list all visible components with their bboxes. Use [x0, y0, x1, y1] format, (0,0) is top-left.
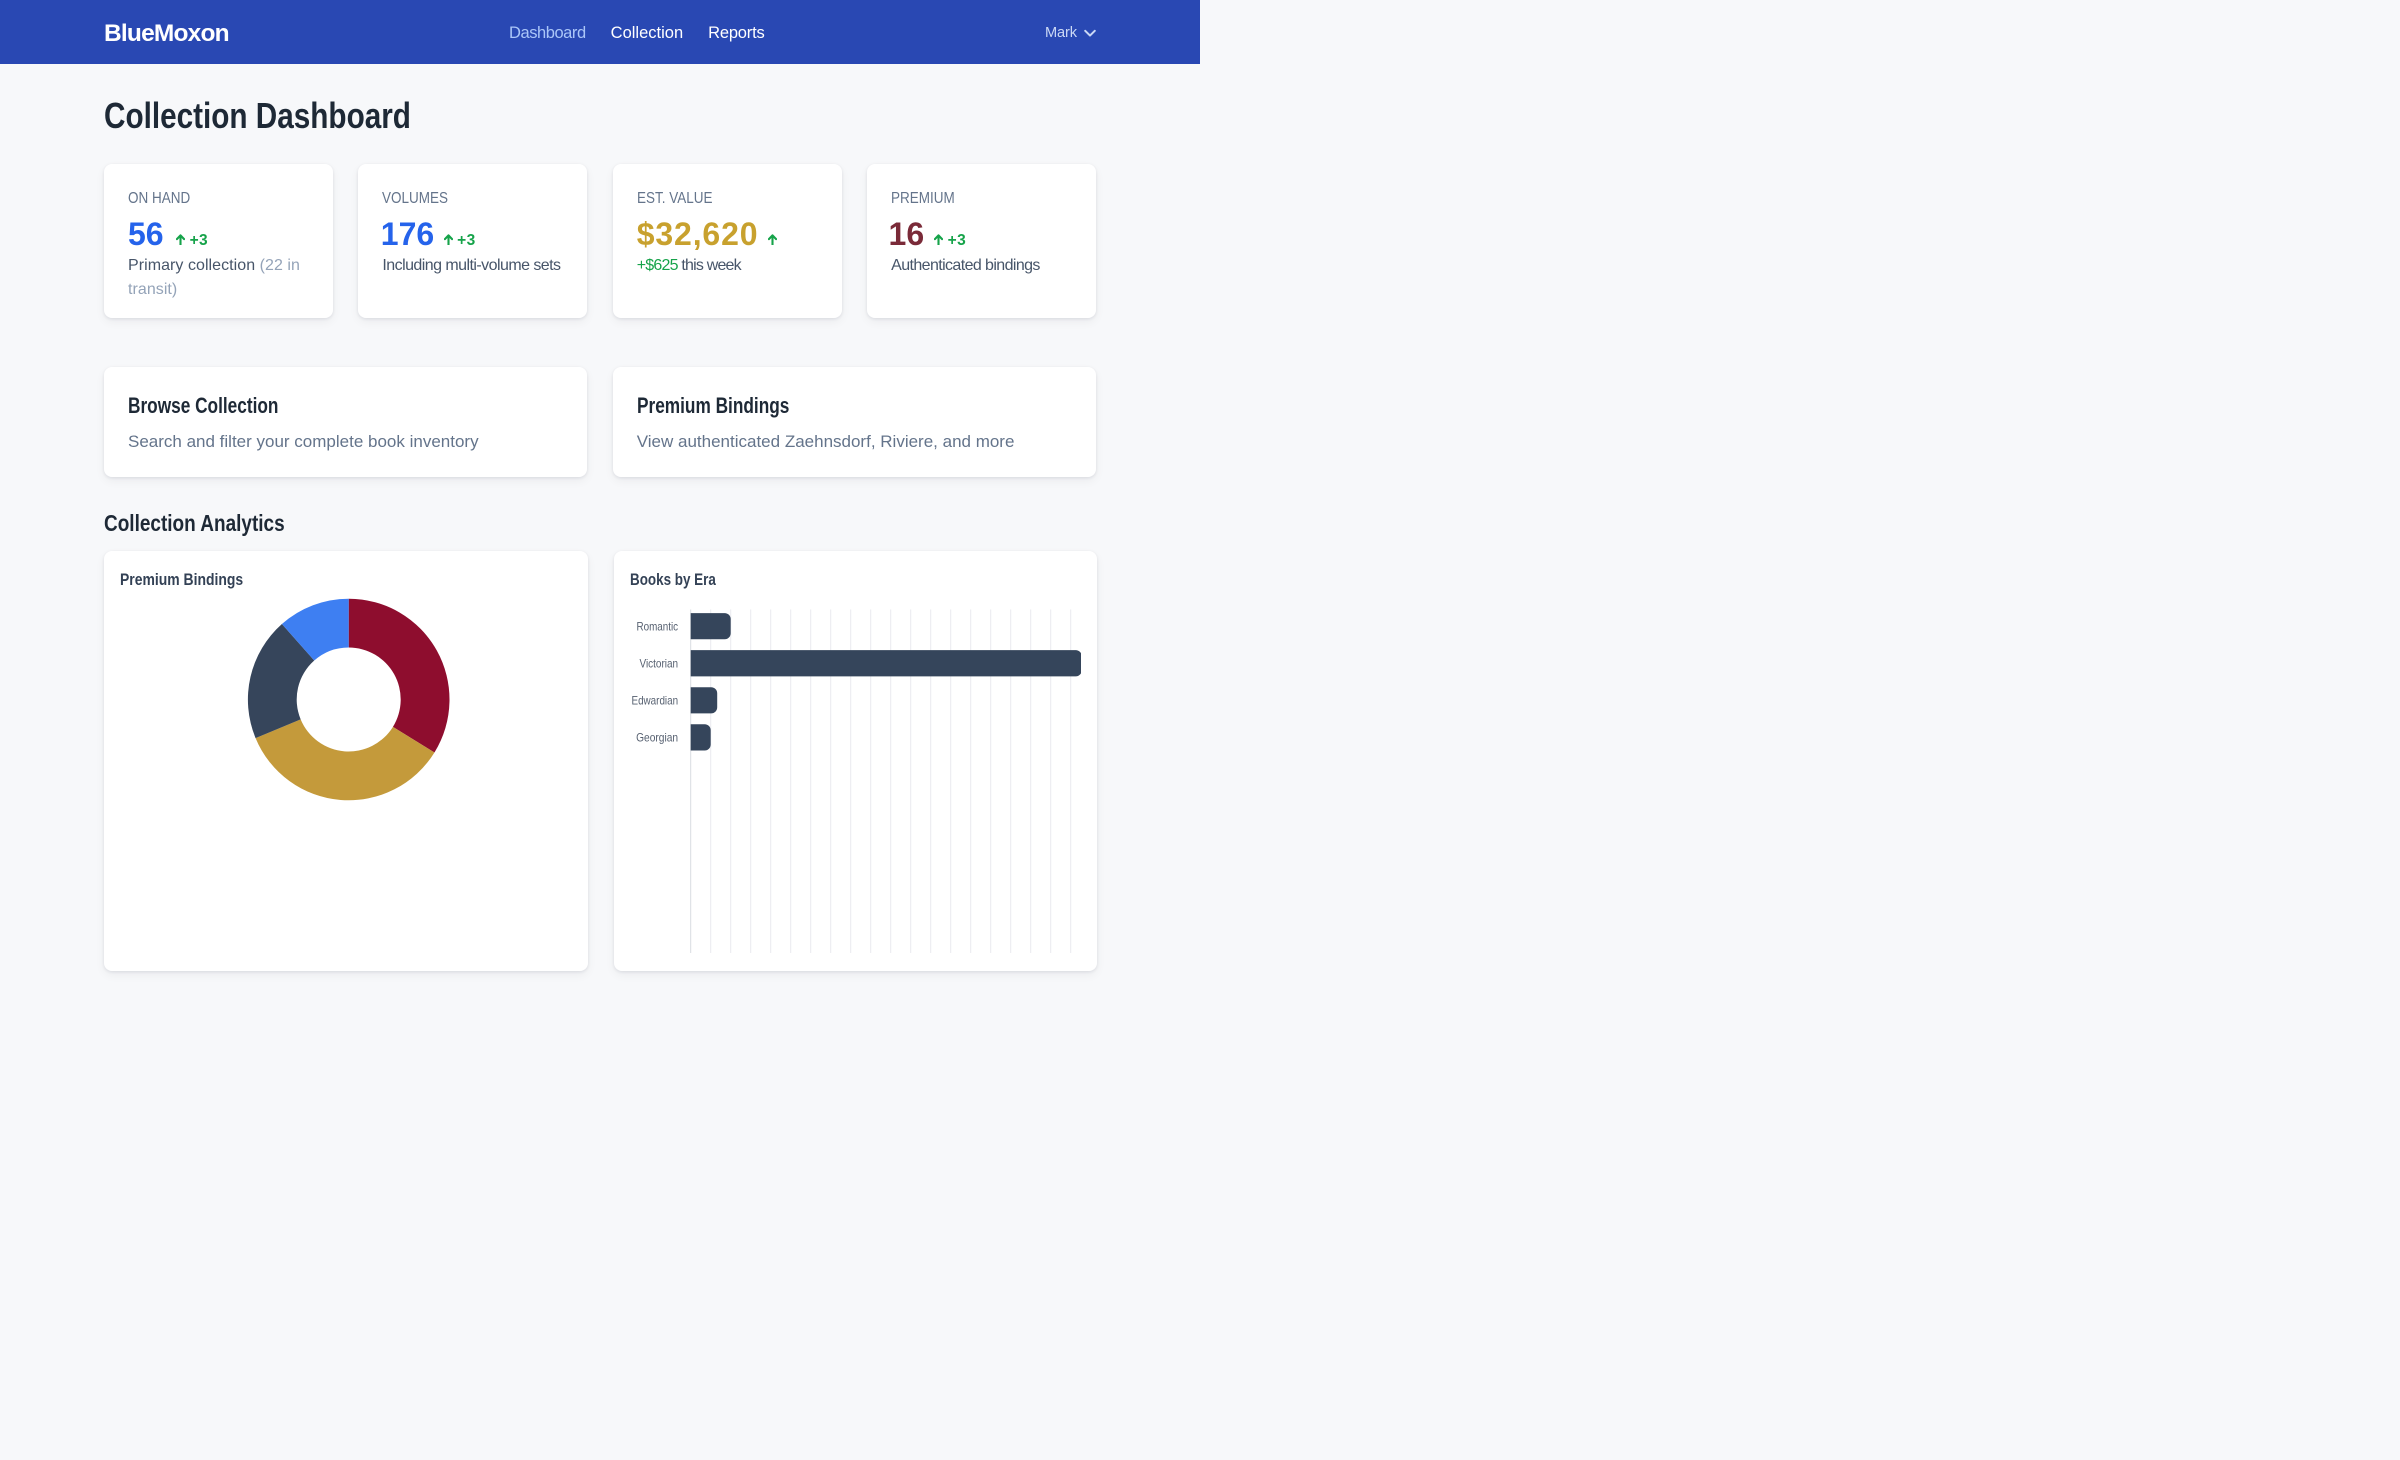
- svg-text:Victorian: Victorian: [639, 657, 678, 670]
- svg-text:Georgian: Georgian: [636, 732, 678, 745]
- svg-text:Romantic: Romantic: [636, 620, 678, 633]
- svg-text:Edwardian: Edwardian: [631, 695, 678, 708]
